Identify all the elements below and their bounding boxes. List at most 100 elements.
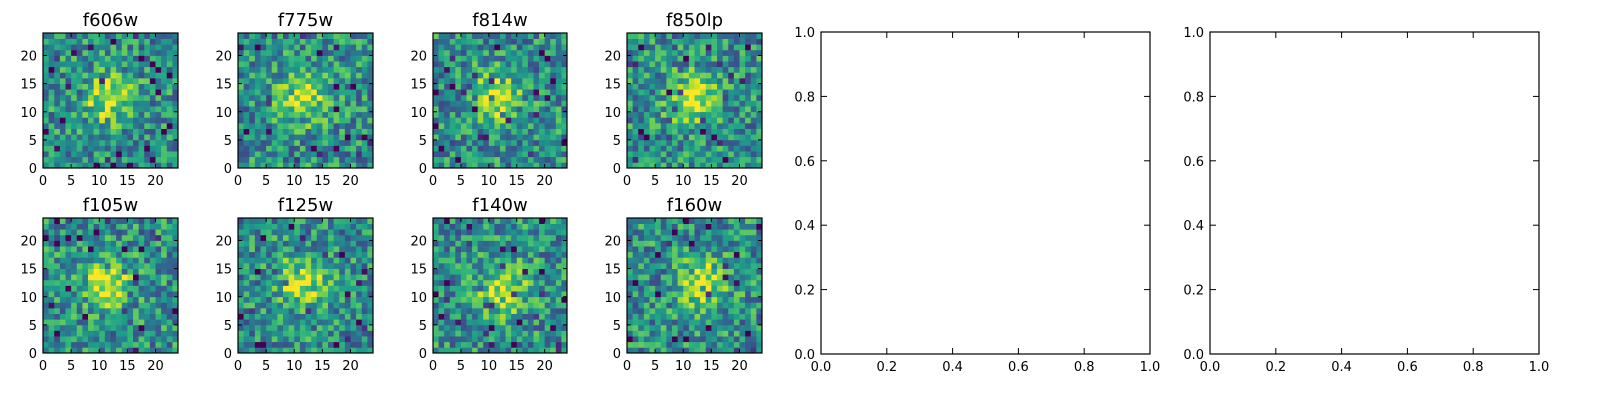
heatmap-cell bbox=[144, 313, 151, 320]
heatmap-cell bbox=[138, 151, 145, 158]
axes-frame bbox=[42, 32, 179, 169]
heatmap-cell bbox=[649, 128, 656, 135]
heatmap-cell bbox=[294, 330, 301, 337]
heatmap-cell bbox=[643, 302, 650, 309]
heatmap-cell bbox=[561, 263, 568, 269]
heatmap-cell bbox=[438, 145, 445, 152]
heatmap-cell bbox=[361, 223, 368, 230]
heatmap-cell bbox=[717, 268, 723, 275]
heatmap-cell bbox=[361, 89, 368, 96]
heatmap-cell bbox=[322, 240, 329, 247]
heatmap-cell bbox=[527, 246, 534, 253]
heatmap-cell bbox=[356, 89, 363, 96]
y-tick-label: 0.8 bbox=[794, 90, 815, 105]
heatmap-cell bbox=[299, 246, 306, 253]
heatmap-cell bbox=[249, 257, 256, 264]
heatmap-cell bbox=[88, 156, 94, 163]
heatmap-cell bbox=[722, 336, 729, 343]
heatmap-cell bbox=[356, 279, 363, 286]
heatmap-cell bbox=[745, 123, 752, 129]
heatmap-cell bbox=[350, 240, 357, 247]
heatmap-cell bbox=[283, 145, 289, 152]
heatmap-cell bbox=[133, 44, 139, 51]
heatmap-cell bbox=[739, 156, 746, 163]
heatmap-cell bbox=[527, 308, 534, 314]
heatmap-cell bbox=[249, 336, 256, 343]
heatmap-cell bbox=[550, 257, 557, 264]
heatmap-cell bbox=[294, 100, 301, 107]
heatmap-cell bbox=[460, 246, 467, 253]
heatmap-cell bbox=[700, 106, 707, 113]
heatmap-cell bbox=[277, 123, 284, 129]
heatmap-cell bbox=[733, 111, 740, 118]
heatmap-cell bbox=[505, 251, 512, 258]
heatmap-cell bbox=[328, 145, 334, 152]
heatmap-cell bbox=[460, 223, 467, 230]
heatmap-cell bbox=[65, 100, 72, 107]
heatmap-cell bbox=[555, 229, 562, 236]
heatmap-cell bbox=[110, 274, 117, 281]
heatmap-cell bbox=[339, 285, 346, 292]
heatmap-cell bbox=[655, 106, 662, 113]
heatmap-cell bbox=[48, 336, 55, 343]
heatmap-cell bbox=[254, 330, 261, 337]
heatmap-cell bbox=[361, 324, 368, 331]
heatmap-cell bbox=[116, 279, 123, 286]
heatmap-cell bbox=[59, 285, 66, 292]
heatmap-cell bbox=[466, 151, 473, 158]
heatmap-cell bbox=[561, 347, 568, 354]
heatmap-cell bbox=[104, 106, 111, 113]
heatmap-cell bbox=[339, 33, 346, 39]
heatmap-cell bbox=[121, 324, 128, 331]
heatmap-cell bbox=[356, 145, 363, 152]
heatmap-cell bbox=[711, 38, 718, 45]
heatmap-cell bbox=[367, 257, 374, 264]
heatmap-cell bbox=[71, 347, 78, 354]
heatmap-cell bbox=[683, 336, 690, 343]
heatmap-cell bbox=[316, 246, 323, 253]
heatmap-cell bbox=[294, 111, 301, 118]
heatmap-cell bbox=[43, 134, 49, 141]
heatmap-cell bbox=[750, 240, 757, 247]
heatmap-cell bbox=[544, 123, 551, 129]
heatmap-cell bbox=[288, 94, 295, 101]
heatmap-cell bbox=[516, 139, 523, 146]
heatmap-cell bbox=[555, 123, 562, 129]
heatmap-cell bbox=[361, 55, 368, 62]
heatmap-cell bbox=[333, 38, 340, 45]
heatmap-cell bbox=[705, 44, 712, 51]
heatmap-cell bbox=[733, 285, 740, 292]
heatmap-cell bbox=[344, 319, 351, 326]
heatmap-cell bbox=[93, 123, 100, 129]
heatmap-cell bbox=[138, 111, 145, 118]
heatmap-cell bbox=[59, 44, 66, 51]
heatmap-cell bbox=[449, 44, 456, 51]
heatmap-cell bbox=[311, 285, 318, 292]
heatmap-cell bbox=[299, 78, 306, 84]
heatmap-cell bbox=[433, 123, 439, 129]
heatmap-cell bbox=[299, 72, 306, 79]
heatmap-cell bbox=[155, 134, 162, 141]
heatmap-cell bbox=[238, 302, 244, 309]
heatmap-cell bbox=[283, 44, 289, 51]
heatmap-cell bbox=[643, 33, 650, 39]
heatmap-cell bbox=[500, 308, 506, 314]
heatmap-cell bbox=[121, 61, 128, 68]
heatmap-cell bbox=[172, 139, 179, 146]
heatmap-cell bbox=[333, 128, 340, 135]
heatmap-cell bbox=[717, 111, 723, 118]
heatmap-cell bbox=[750, 106, 757, 113]
heatmap-cell bbox=[444, 251, 451, 258]
heatmap-cell bbox=[638, 100, 645, 107]
heatmap-cell bbox=[88, 324, 94, 331]
heatmap-cell bbox=[460, 151, 467, 158]
heatmap-cell bbox=[745, 313, 752, 320]
heatmap-cell bbox=[311, 330, 318, 337]
heatmap-cell bbox=[333, 55, 340, 62]
heatmap-cell bbox=[522, 274, 529, 281]
heatmap-cell bbox=[739, 66, 746, 73]
heatmap-cell bbox=[367, 279, 374, 286]
heatmap-cell bbox=[527, 123, 534, 129]
heatmap-cell bbox=[655, 313, 662, 320]
heatmap-cell bbox=[522, 308, 529, 314]
